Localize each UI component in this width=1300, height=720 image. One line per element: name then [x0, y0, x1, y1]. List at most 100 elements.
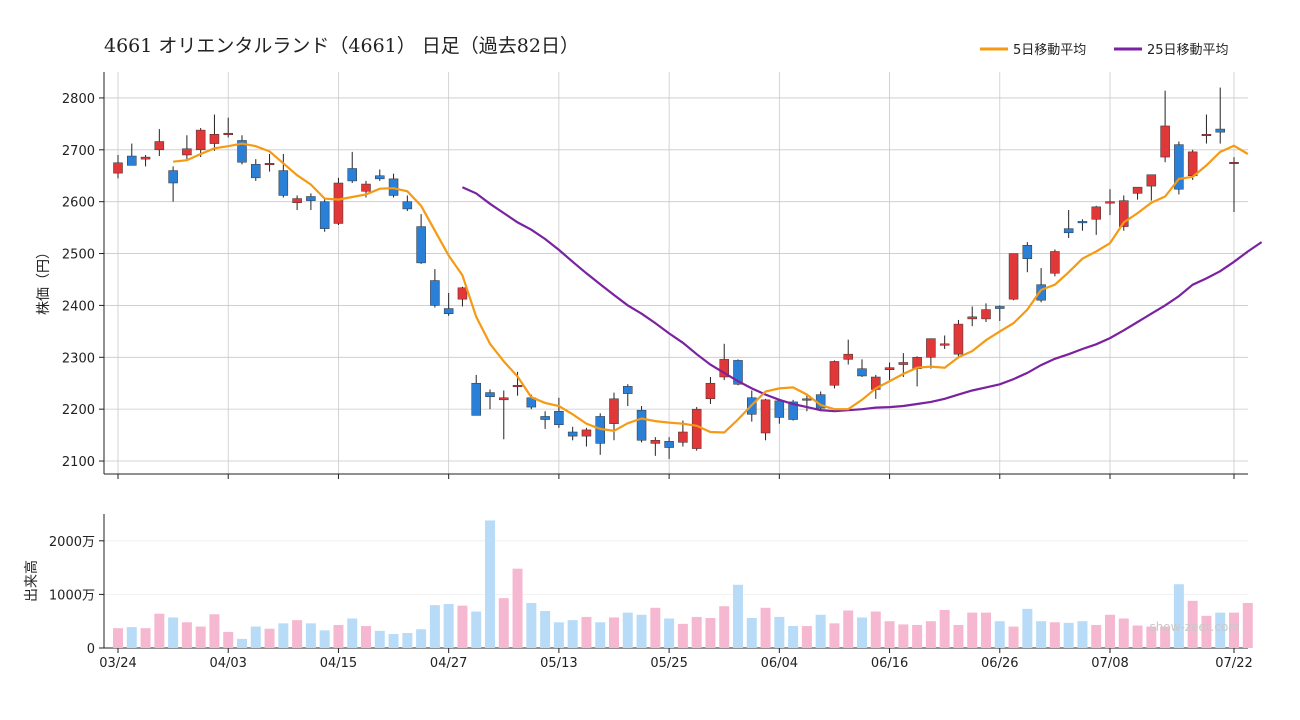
candle-body [1036, 284, 1046, 301]
volume-bar [1201, 615, 1212, 648]
volume-bar [815, 614, 826, 648]
volume-bar [843, 610, 854, 648]
volume-bar [209, 614, 220, 648]
volume-bar [1242, 602, 1253, 648]
candle-body [1119, 200, 1129, 227]
candle-body [485, 392, 495, 397]
volume-bar [347, 618, 358, 648]
volume-bar [429, 605, 440, 648]
ma5-line [172, 142, 1249, 434]
volume-bar [677, 623, 688, 648]
volume-bar [691, 616, 702, 648]
candle-body [471, 382, 481, 416]
volume-bar [1022, 608, 1033, 648]
candle-body [292, 198, 302, 203]
volume-axis [103, 514, 1248, 649]
candle-body [995, 306, 1005, 309]
volume-bars [113, 520, 1253, 648]
candle-body [554, 410, 564, 425]
candle-body [168, 170, 178, 184]
candle-body [1105, 201, 1115, 204]
volume-tick-label: 0 [87, 642, 95, 657]
candle-body [1050, 251, 1060, 274]
candle-body [581, 429, 592, 437]
volume-bar [140, 628, 151, 648]
price-tick-label: 2100 [62, 455, 95, 470]
price-tick-label: 2500 [62, 248, 95, 263]
volume-bar [237, 638, 247, 648]
x-tick-label: 05/25 [650, 656, 687, 671]
volume-bar [829, 623, 840, 648]
volume-bar [912, 624, 923, 648]
candle-body [609, 398, 619, 424]
volume-bar [113, 628, 123, 648]
volume-bar [195, 626, 206, 648]
candle-body [1160, 125, 1170, 158]
candle-body [623, 386, 633, 394]
candle-body [402, 201, 413, 210]
volume-bar [1118, 618, 1129, 648]
volume-bar [471, 611, 482, 648]
candle-body [361, 183, 371, 192]
volume-bar [416, 629, 427, 648]
volume-tick-label: 1000万 [49, 588, 95, 603]
candle-body [140, 156, 151, 160]
volume-bar [168, 617, 179, 648]
candle-body [898, 362, 909, 365]
candle-body [1008, 253, 1019, 300]
x-tick-label: 04/03 [209, 656, 246, 671]
price-grid [104, 72, 1248, 474]
candle-body [774, 400, 785, 418]
volume-bar [1132, 625, 1143, 648]
candle-body [843, 353, 853, 360]
volume-bar [994, 621, 1005, 648]
candle-body [223, 132, 233, 135]
candle-body [319, 201, 330, 229]
price-y-ticks: 2100 2200 2300 2400 2500 2600 2700 2800 [62, 92, 104, 470]
candle-body [1174, 144, 1184, 190]
candle-body [375, 175, 385, 180]
volume-bar [1091, 624, 1102, 648]
x-tick-label: 06/04 [761, 656, 798, 671]
price-tick-label: 2200 [62, 403, 95, 418]
watermark: show-zeet.com [1149, 620, 1240, 634]
volume-grid [104, 540, 1248, 595]
volume-bar [154, 613, 165, 648]
candle-body [981, 309, 991, 320]
candle-body [512, 385, 523, 388]
candle-body [678, 431, 688, 443]
volume-bar [402, 632, 413, 648]
candle-body [540, 416, 550, 420]
price-y-label: 株価（円） [36, 245, 52, 315]
volume-bar [705, 617, 716, 648]
candle-body [829, 361, 840, 386]
volume-tick-label: 2000万 [49, 535, 95, 550]
volume-bar [898, 624, 909, 648]
volume-bar [540, 611, 551, 648]
volume-bar [1229, 612, 1239, 648]
candle-body [1146, 174, 1157, 187]
legend-label-ma5: 5日移動平均 [1013, 43, 1086, 58]
candle-body [237, 140, 247, 163]
candle-body [567, 431, 578, 437]
candle-body [347, 168, 357, 182]
volume-bar [443, 604, 454, 648]
candle-body [1215, 128, 1225, 133]
volume-bar [801, 626, 812, 648]
volume-bar [1146, 626, 1157, 648]
volume-bar [305, 623, 316, 648]
volume-bar [1077, 621, 1088, 648]
volume-bar [953, 624, 964, 648]
x-tick-label: 06/26 [981, 656, 1018, 671]
volume-bar [760, 607, 771, 648]
volume-bar [333, 624, 344, 648]
candle-body [719, 359, 729, 378]
chart-title: 4661 オリエンタルランド（4661） 日足（過去82日） [104, 35, 579, 57]
candle-body [154, 141, 165, 151]
candle-body [278, 170, 289, 196]
candle-body [443, 308, 454, 314]
volume-bar [733, 584, 743, 648]
x-tick-label: 04/15 [320, 656, 357, 671]
candle-body [636, 409, 647, 441]
